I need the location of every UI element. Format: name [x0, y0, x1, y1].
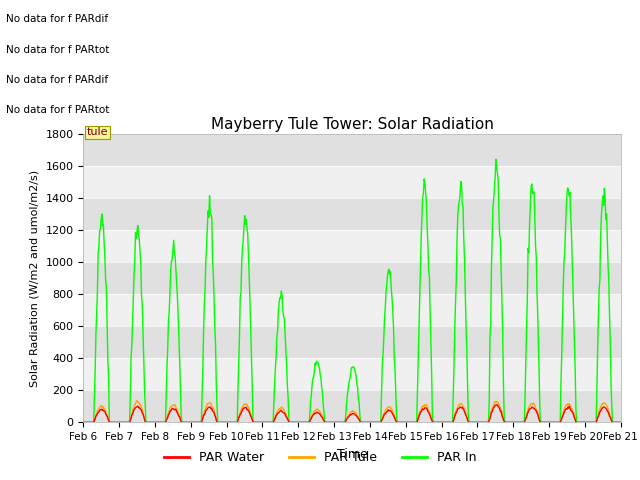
Bar [83, 294, 621, 326]
X-axis label: Time: Time [337, 448, 367, 461]
Bar [83, 198, 621, 230]
Bar [83, 390, 621, 422]
Bar [83, 263, 621, 294]
Bar [83, 359, 621, 390]
Legend: PAR Water, PAR Tule, PAR In: PAR Water, PAR Tule, PAR In [159, 446, 481, 469]
Text: No data for f PARdif: No data for f PARdif [6, 14, 109, 24]
Title: Mayberry Tule Tower: Solar Radiation: Mayberry Tule Tower: Solar Radiation [211, 117, 493, 132]
Text: No data for f PARtot: No data for f PARtot [6, 45, 110, 55]
Bar [83, 134, 621, 167]
Text: No data for f PARtot: No data for f PARtot [6, 105, 110, 115]
Text: No data for f PARdif: No data for f PARdif [6, 75, 109, 85]
Text: tule: tule [86, 127, 108, 137]
Bar [83, 230, 621, 263]
Bar [83, 326, 621, 359]
Bar [83, 167, 621, 198]
Y-axis label: Solar Radiation (W/m2 and umol/m2/s): Solar Radiation (W/m2 and umol/m2/s) [30, 170, 40, 387]
